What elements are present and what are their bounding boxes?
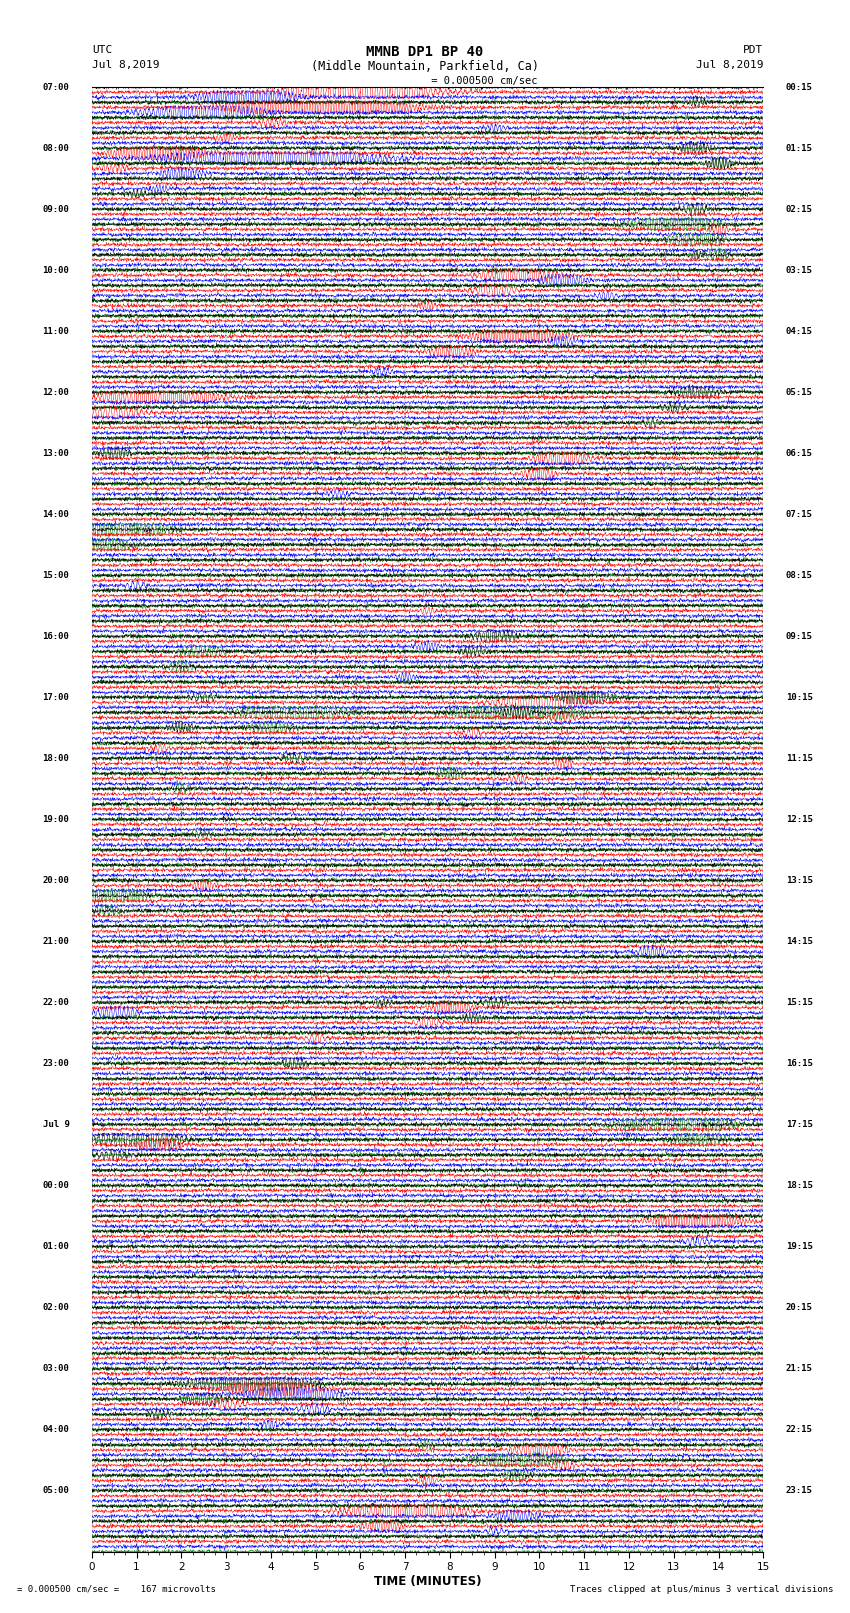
Text: 05:15: 05:15 xyxy=(785,387,813,397)
Text: 17:15: 17:15 xyxy=(785,1119,813,1129)
Text: 06:15: 06:15 xyxy=(785,448,813,458)
Text: MMNB DP1 BP 40: MMNB DP1 BP 40 xyxy=(366,45,484,60)
Text: 00:15: 00:15 xyxy=(785,82,813,92)
Text: 23:15: 23:15 xyxy=(785,1486,813,1495)
Text: Jul 8,2019: Jul 8,2019 xyxy=(696,60,763,69)
Text: 11:15: 11:15 xyxy=(785,753,813,763)
Text: 01:00: 01:00 xyxy=(42,1242,70,1252)
Text: 21:00: 21:00 xyxy=(42,937,70,945)
Text: 07:00: 07:00 xyxy=(42,82,70,92)
Text: 14:00: 14:00 xyxy=(42,510,70,519)
Text: 18:15: 18:15 xyxy=(785,1181,813,1190)
Text: 13:00: 13:00 xyxy=(42,448,70,458)
Text: PDT: PDT xyxy=(743,45,763,55)
Text: 01:15: 01:15 xyxy=(785,144,813,153)
Text: 09:15: 09:15 xyxy=(785,632,813,640)
Text: UTC: UTC xyxy=(92,45,112,55)
Text: Jul 9: Jul 9 xyxy=(42,1119,70,1129)
Text: 16:00: 16:00 xyxy=(42,632,70,640)
Text: 15:15: 15:15 xyxy=(785,998,813,1007)
Text: 04:00: 04:00 xyxy=(42,1426,70,1434)
Text: = 0.000500 cm/sec =    167 microvolts: = 0.000500 cm/sec = 167 microvolts xyxy=(17,1584,216,1594)
Text: 19:00: 19:00 xyxy=(42,815,70,824)
Text: 10:15: 10:15 xyxy=(785,694,813,702)
Text: 03:00: 03:00 xyxy=(42,1365,70,1373)
X-axis label: TIME (MINUTES): TIME (MINUTES) xyxy=(374,1574,481,1587)
Text: 22:00: 22:00 xyxy=(42,998,70,1007)
Text: 00:00: 00:00 xyxy=(42,1181,70,1190)
Text: 11:00: 11:00 xyxy=(42,327,70,336)
Text: 07:15: 07:15 xyxy=(785,510,813,519)
Text: 15:00: 15:00 xyxy=(42,571,70,579)
Text: 02:15: 02:15 xyxy=(785,205,813,213)
Text: 08:00: 08:00 xyxy=(42,144,70,153)
Text: 21:15: 21:15 xyxy=(785,1365,813,1373)
Text: 10:00: 10:00 xyxy=(42,266,70,274)
Text: 20:15: 20:15 xyxy=(785,1303,813,1311)
Text: 23:00: 23:00 xyxy=(42,1060,70,1068)
Text: 20:00: 20:00 xyxy=(42,876,70,886)
Text: 17:00: 17:00 xyxy=(42,694,70,702)
Text: 22:15: 22:15 xyxy=(785,1426,813,1434)
Text: 19:15: 19:15 xyxy=(785,1242,813,1252)
Text: Traces clipped at plus/minus 3 vertical divisions: Traces clipped at plus/minus 3 vertical … xyxy=(570,1584,833,1594)
Text: Jul 8,2019: Jul 8,2019 xyxy=(92,60,159,69)
Text: 08:15: 08:15 xyxy=(785,571,813,579)
Text: 12:00: 12:00 xyxy=(42,387,70,397)
Text: 09:00: 09:00 xyxy=(42,205,70,213)
Text: 02:00: 02:00 xyxy=(42,1303,70,1311)
Text: 13:15: 13:15 xyxy=(785,876,813,886)
Text: = 0.000500 cm/sec: = 0.000500 cm/sec xyxy=(425,76,537,85)
Text: 05:00: 05:00 xyxy=(42,1486,70,1495)
Text: 18:00: 18:00 xyxy=(42,753,70,763)
Text: 03:15: 03:15 xyxy=(785,266,813,274)
Text: 14:15: 14:15 xyxy=(785,937,813,945)
Text: 12:15: 12:15 xyxy=(785,815,813,824)
Text: 16:15: 16:15 xyxy=(785,1060,813,1068)
Text: (Middle Mountain, Parkfield, Ca): (Middle Mountain, Parkfield, Ca) xyxy=(311,60,539,73)
Text: 04:15: 04:15 xyxy=(785,327,813,336)
